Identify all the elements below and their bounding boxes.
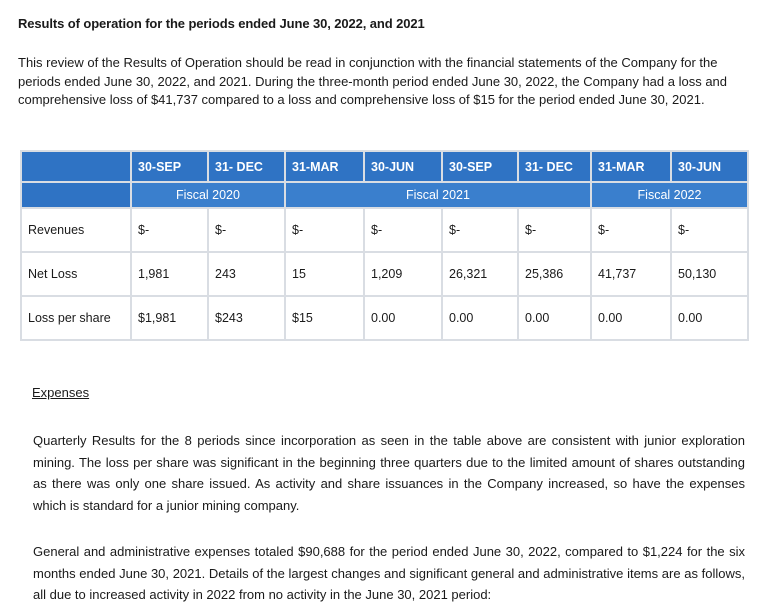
quarterly-results-table: 30-SEP 31- DEC 31-MAR 30-JUN 30-SEP 31- … (20, 150, 749, 341)
table-cell: 50,130 (670, 251, 749, 297)
intro-paragraph: This review of the Results of Operation … (18, 55, 728, 107)
table-cell: 0.00 (590, 295, 672, 341)
column-header: 30-JUN (363, 150, 443, 183)
row-label: Net Loss (20, 251, 132, 297)
table-cell: $- (130, 207, 209, 253)
expenses-subheading: Expenses (32, 385, 90, 400)
table-cell: 243 (207, 251, 286, 297)
table-cell: $- (590, 207, 672, 253)
table-cell: 0.00 (670, 295, 749, 341)
table-row: Revenues $- $- $- $- $- $- $- $- (20, 207, 749, 253)
corner-cell (20, 150, 132, 183)
fiscal-year-row: Fiscal 2020 Fiscal 2021 Fiscal 2022 (20, 181, 749, 209)
table-row: Loss per share $1,981 $243 $15 0.00 0.00… (20, 295, 749, 341)
table-cell: $- (441, 207, 519, 253)
column-header: 30-SEP (130, 150, 209, 183)
table-cell: 1,981 (130, 251, 209, 297)
quarterly-results-paragraph: Quarterly Results for the 8 periods sinc… (33, 433, 745, 513)
table-cell: $- (284, 207, 365, 253)
table-cell: $1,981 (130, 295, 209, 341)
general-admin-paragraph: General and administrative expenses tota… (33, 544, 745, 602)
table-cell: 25,386 (517, 251, 592, 297)
fiscal-group-header: Fiscal 2020 (130, 181, 286, 209)
table-cell: $- (363, 207, 443, 253)
fiscal-group-header: Fiscal 2022 (590, 181, 749, 209)
column-header: 31-MAR (284, 150, 365, 183)
row-label: Loss per share (20, 295, 132, 341)
column-header: 31-MAR (590, 150, 672, 183)
column-header: 30-JUN (670, 150, 749, 183)
table-cell: $15 (284, 295, 365, 341)
table-cell: 0.00 (363, 295, 443, 341)
column-header: 30-SEP (441, 150, 519, 183)
table-cell: 0.00 (441, 295, 519, 341)
row-label: Revenues (20, 207, 132, 253)
corner-cell (20, 181, 132, 209)
table-cell: $- (207, 207, 286, 253)
table-cell: 26,321 (441, 251, 519, 297)
table-cell: 1,209 (363, 251, 443, 297)
table-cell: $243 (207, 295, 286, 341)
table-cell: 15 (284, 251, 365, 297)
table-cell: $- (517, 207, 592, 253)
table-row: Net Loss 1,981 243 15 1,209 26,321 25,38… (20, 251, 749, 297)
column-header: 31- DEC (517, 150, 592, 183)
column-header: 31- DEC (207, 150, 286, 183)
table-cell: 41,737 (590, 251, 672, 297)
fiscal-group-header: Fiscal 2021 (284, 181, 592, 209)
table-cell: 0.00 (517, 295, 592, 341)
period-header-row: 30-SEP 31- DEC 31-MAR 30-JUN 30-SEP 31- … (20, 150, 749, 183)
table-cell: $- (670, 207, 749, 253)
section-heading: Results of operation for the periods end… (18, 16, 425, 31)
